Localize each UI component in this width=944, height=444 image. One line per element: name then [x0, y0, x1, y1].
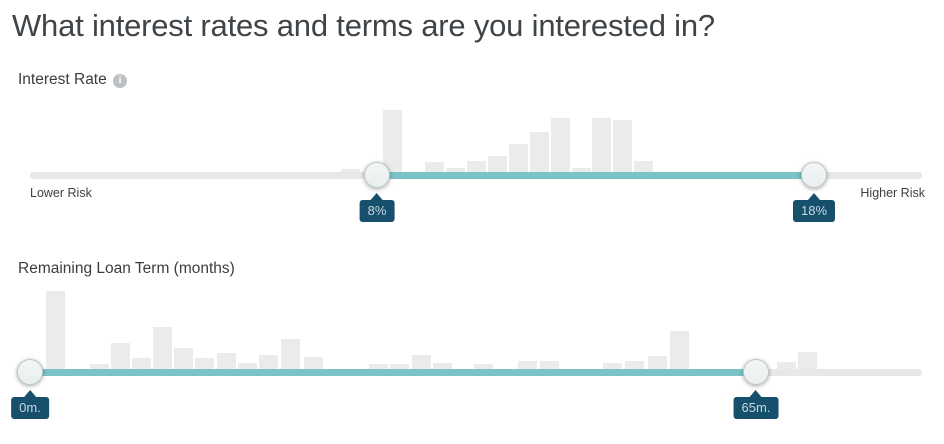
interest-rate-upper-handle[interactable]: [801, 162, 827, 188]
loan-term-upper-value: 65m.: [733, 397, 779, 419]
page-title: What interest rates and terms are you in…: [12, 8, 715, 43]
histogram-bar: [613, 120, 632, 172]
tooltip-arrow-icon: [808, 193, 820, 200]
histogram-bar: [467, 161, 486, 172]
higher-risk-label: Higher Risk: [860, 186, 925, 200]
loan-term-selected-range: [30, 369, 756, 376]
loan-term-upper-handle[interactable]: [743, 359, 769, 385]
loan-term-lower-tooltip: 0m.: [11, 390, 49, 419]
histogram-bar: [777, 362, 796, 369]
histogram-bar: [259, 355, 278, 369]
histogram-bar: [304, 357, 323, 369]
histogram-bar: [798, 352, 817, 369]
lower-risk-label: Lower Risk: [30, 186, 92, 200]
histogram-bar: [592, 118, 611, 172]
interest-rate-track[interactable]: [30, 172, 922, 179]
loan-term-lower-value: 0m.: [11, 397, 49, 419]
histogram-bar: [551, 118, 570, 172]
histogram-bar: [281, 339, 300, 369]
interest-rate-lower-handle[interactable]: [364, 162, 390, 188]
tooltip-arrow-icon: [370, 193, 383, 200]
interest-rate-lower-value: 8%: [359, 200, 395, 222]
histogram-bar: [132, 358, 151, 369]
histogram-bar: [383, 110, 402, 172]
loan-term-label: Remaining Loan Term (months): [18, 260, 235, 277]
histogram-bar: [174, 348, 193, 369]
histogram-bar: [412, 355, 431, 369]
histogram-bar: [518, 361, 537, 369]
histogram-bar: [425, 162, 444, 172]
histogram-bar: [530, 132, 549, 172]
histogram-bar: [540, 361, 559, 369]
interest-rate-lower-tooltip: 8%: [359, 193, 395, 222]
histogram-bar: [111, 343, 130, 369]
histogram-bar: [153, 327, 172, 369]
tooltip-arrow-icon: [750, 390, 762, 397]
interest-rate-upper-value: 18%: [792, 200, 836, 222]
histogram-bar: [670, 331, 689, 369]
loan-term-upper-tooltip: 65m.: [733, 390, 779, 419]
info-icon[interactable]: i: [113, 74, 127, 88]
histogram-bar: [217, 353, 236, 369]
interest-rate-upper-tooltip: 18%: [792, 193, 836, 222]
interest-rate-label: Interest Rate: [18, 71, 107, 88]
histogram-bar: [625, 361, 644, 369]
loan-term-lower-handle[interactable]: [17, 359, 43, 385]
histogram-bar: [648, 356, 667, 369]
interest-rate-selected-range: [377, 172, 814, 179]
histogram-bar: [634, 161, 653, 172]
histogram-bar: [195, 358, 214, 369]
loan-term-track[interactable]: [30, 369, 922, 376]
histogram-bar: [509, 144, 528, 172]
histogram-bar: [488, 156, 507, 172]
histogram-bar: [46, 291, 65, 369]
tooltip-arrow-icon: [23, 390, 36, 397]
